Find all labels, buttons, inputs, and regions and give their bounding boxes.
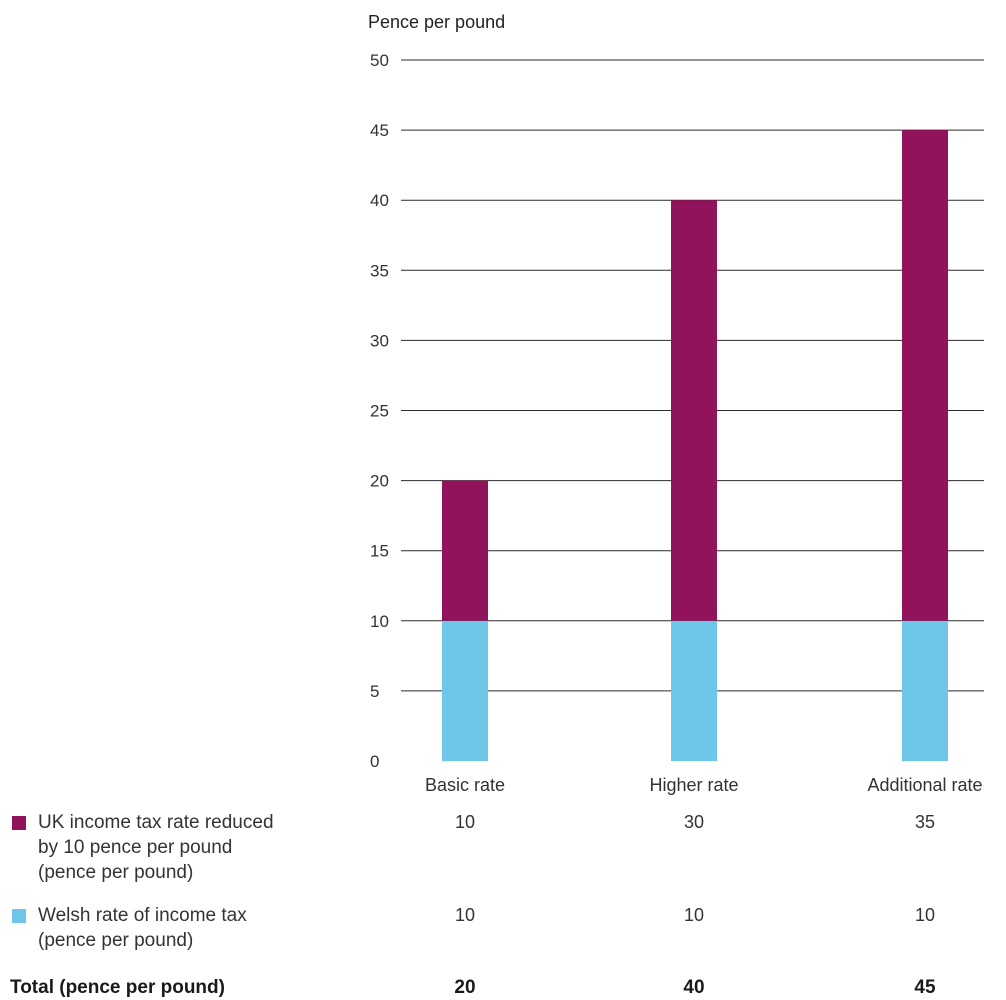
legend-label-welsh: Welsh rate of income tax (pence per poun… xyxy=(38,905,247,951)
welsh-value-additional: 10 xyxy=(914,905,936,925)
y-tick-label-10: 10 xyxy=(370,612,389,631)
y-tick-label-45: 45 xyxy=(370,121,389,140)
x-category-label-0: Basic rate xyxy=(425,775,505,795)
y-tick-label-30: 30 xyxy=(370,331,389,350)
legend-data-table: UK income tax rate reduced by 10 pence p… xyxy=(0,800,1006,999)
legend-label-uk: UK income tax rate reduced by 10 pence p… xyxy=(38,812,274,883)
y-tick-label-15: 15 xyxy=(370,542,389,561)
bar-uk-0 xyxy=(442,480,488,621)
uk-value-basic: 10 xyxy=(454,812,476,832)
y-tick-label-40: 40 xyxy=(370,191,389,210)
welsh-value-higher: 10 xyxy=(683,905,705,925)
y-ticks: 0 5 10 15 20 25 30 35 40 45 50 xyxy=(370,51,389,771)
total-value-additional: 45 xyxy=(914,977,936,998)
x-categories: Basic rate Higher rate Additional rate xyxy=(425,775,983,795)
legend-swatch-welsh xyxy=(12,909,26,923)
stacked-bar-chart: Pence per pound 0 5 10 15 20 25 30 35 40 45 50 Bas… xyxy=(368,12,984,795)
bar-welsh-0 xyxy=(442,620,488,761)
total-value-higher: 40 xyxy=(683,977,705,998)
y-tick-label-0: 0 xyxy=(370,752,379,771)
y-axis-label: Pence per pound xyxy=(368,12,505,32)
x-category-label-1: Higher rate xyxy=(649,775,738,795)
bar-uk-1 xyxy=(671,200,717,621)
bar-welsh-2 xyxy=(902,620,948,761)
legend-swatch-uk xyxy=(12,816,26,830)
bar-uk-2 xyxy=(902,130,948,621)
y-tick-label-25: 25 xyxy=(370,402,389,421)
total-label: Total (pence per pound) xyxy=(10,977,225,998)
y-tick-label-20: 20 xyxy=(370,472,389,491)
bars xyxy=(442,130,948,761)
welsh-value-basic: 10 xyxy=(454,905,476,925)
uk-value-additional: 35 xyxy=(914,812,936,832)
uk-value-higher: 30 xyxy=(683,812,705,832)
x-category-label-2: Additional rate xyxy=(867,775,982,795)
y-tick-label-50: 50 xyxy=(370,51,389,70)
y-tick-label-35: 35 xyxy=(370,261,389,280)
bar-welsh-1 xyxy=(671,620,717,761)
y-tick-label-5: 5 xyxy=(370,682,379,701)
total-value-basic: 20 xyxy=(454,977,476,998)
